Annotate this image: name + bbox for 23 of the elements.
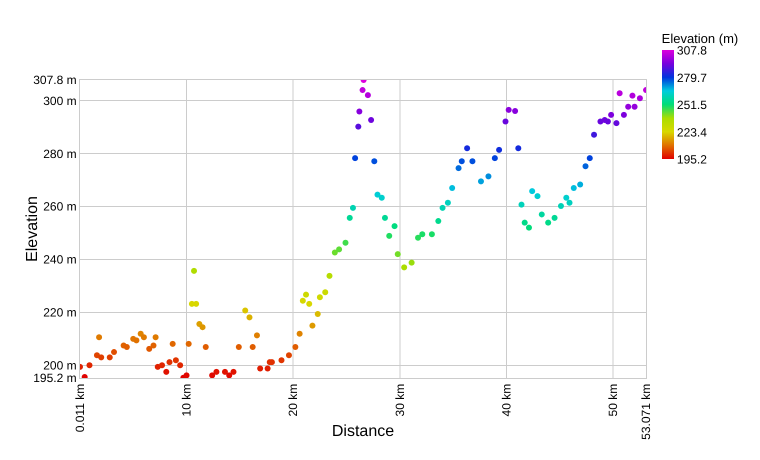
x-tick-label: 20 km [286, 384, 300, 416]
x-tick-label: 40 km [499, 384, 514, 416]
color-bar-label: 251.5 [676, 98, 708, 112]
x-tick-label: 10 km [179, 384, 194, 416]
y-tick-label: 200 m [43, 358, 77, 372]
x-axis-title: Distance [332, 423, 394, 440]
x-tick-label: 53.071 km [638, 384, 653, 440]
y-axis-title: Elevation [24, 196, 42, 262]
x-tick-label: 30 km [392, 384, 407, 416]
y-tick-label: 307.8 m [33, 73, 77, 88]
y-tick-label: 240 m [43, 252, 77, 267]
y-tick-label: 260 m [43, 200, 77, 214]
color-bar-label: 307.8 [676, 44, 708, 58]
y-tick-label: 220 m [43, 306, 77, 320]
y-tick-label: 195.2 m [33, 371, 77, 386]
y-tick-label: 280 m [43, 146, 77, 161]
color-bar-title: Elevation (m) [662, 31, 738, 46]
x-tick-label: 50 km [606, 384, 620, 416]
color-bar-label: 223.4 [676, 125, 708, 140]
color-bar-label: 195.2 [676, 152, 708, 167]
y-tick-label: 300 m [43, 94, 77, 108]
x-tick-label: 0.011 km [72, 384, 87, 432]
color-bar-label: 279.7 [676, 70, 708, 85]
